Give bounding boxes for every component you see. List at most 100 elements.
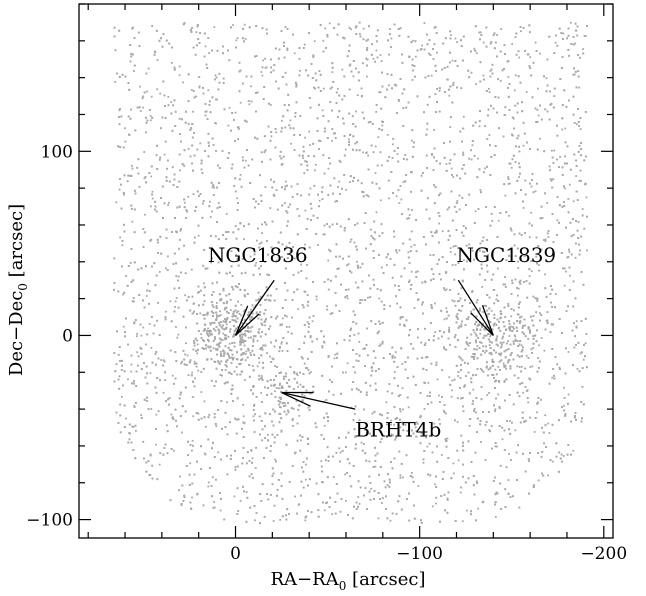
- data-point: [327, 259, 330, 262]
- data-point: [297, 504, 300, 506]
- data-point: [575, 320, 578, 322]
- data-point: [245, 323, 248, 325]
- data-point: [518, 176, 520, 178]
- data-point: [303, 362, 306, 365]
- data-point: [478, 247, 481, 250]
- data-point: [551, 460, 554, 463]
- data-point: [150, 408, 153, 410]
- data-point: [345, 500, 347, 502]
- data-point: [323, 509, 326, 512]
- data-point: [148, 474, 151, 476]
- data-point: [349, 181, 351, 183]
- data-point: [288, 326, 291, 328]
- data-point: [471, 144, 474, 147]
- data-point: [298, 414, 301, 417]
- data-point: [574, 256, 577, 259]
- data-point: [488, 392, 490, 394]
- data-point: [337, 87, 339, 90]
- data-point: [477, 157, 479, 160]
- data-point: [262, 59, 264, 62]
- data-point: [115, 201, 118, 204]
- data-point: [507, 183, 510, 185]
- data-point: [392, 143, 394, 146]
- data-point: [244, 334, 247, 336]
- data-point: [228, 342, 231, 345]
- data-point: [260, 71, 263, 73]
- data-point: [250, 85, 252, 88]
- data-point: [401, 387, 404, 390]
- data-point: [356, 260, 358, 263]
- data-point: [550, 179, 553, 182]
- data-point: [136, 351, 139, 354]
- data-point: [260, 375, 263, 377]
- data-point: [564, 187, 566, 190]
- data-point: [297, 308, 300, 310]
- data-point: [520, 30, 522, 33]
- data-point: [189, 462, 192, 465]
- data-point: [131, 220, 134, 223]
- data-point: [274, 390, 276, 393]
- data-point: [490, 309, 493, 312]
- data-point: [244, 38, 247, 40]
- data-point: [191, 439, 194, 442]
- data-point: [250, 308, 252, 311]
- data-point: [448, 326, 451, 329]
- data-point: [494, 516, 497, 518]
- data-point: [353, 334, 356, 336]
- data-point: [203, 400, 206, 403]
- data-point: [248, 316, 251, 318]
- data-point: [529, 56, 532, 59]
- data-point: [434, 331, 437, 333]
- data-point: [142, 106, 145, 109]
- data-point: [380, 164, 383, 167]
- data-point: [475, 480, 478, 483]
- data-point: [272, 520, 275, 522]
- data-point: [496, 267, 499, 270]
- data-point: [488, 91, 491, 94]
- data-point: [488, 87, 490, 90]
- data-point: [544, 414, 547, 417]
- data-point: [255, 261, 257, 264]
- data-point: [127, 174, 129, 177]
- data-point: [459, 491, 462, 494]
- data-point: [151, 197, 154, 200]
- data-point: [578, 86, 581, 89]
- data-point: [379, 54, 382, 56]
- data-point: [299, 69, 301, 72]
- data-point: [168, 201, 170, 204]
- data-point: [274, 365, 276, 367]
- data-point: [119, 236, 121, 239]
- data-point: [253, 403, 256, 406]
- data-point: [281, 119, 283, 122]
- data-point: [247, 331, 250, 333]
- data-point: [417, 336, 419, 339]
- data-point: [389, 28, 391, 30]
- data-point: [261, 232, 263, 234]
- data-point: [251, 457, 254, 460]
- data-point: [244, 359, 247, 362]
- data-point: [273, 195, 276, 197]
- data-point: [520, 344, 523, 347]
- data-point: [239, 331, 242, 333]
- data-point: [171, 374, 174, 377]
- data-point: [479, 367, 482, 370]
- data-point: [275, 259, 278, 262]
- data-point: [204, 45, 207, 48]
- data-point: [567, 351, 570, 353]
- data-point: [451, 389, 454, 392]
- data-point: [118, 188, 121, 191]
- data-point: [424, 342, 427, 345]
- data-point: [258, 375, 260, 377]
- data-point: [584, 342, 587, 345]
- data-point: [494, 408, 497, 411]
- data-point: [472, 388, 475, 391]
- data-point: [562, 455, 565, 457]
- data-point: [158, 463, 161, 466]
- data-point: [488, 344, 491, 346]
- data-point: [497, 365, 500, 368]
- data-point: [375, 111, 378, 113]
- data-point: [328, 22, 331, 25]
- data-point: [302, 157, 304, 160]
- data-point: [470, 310, 472, 313]
- data-point: [150, 205, 152, 208]
